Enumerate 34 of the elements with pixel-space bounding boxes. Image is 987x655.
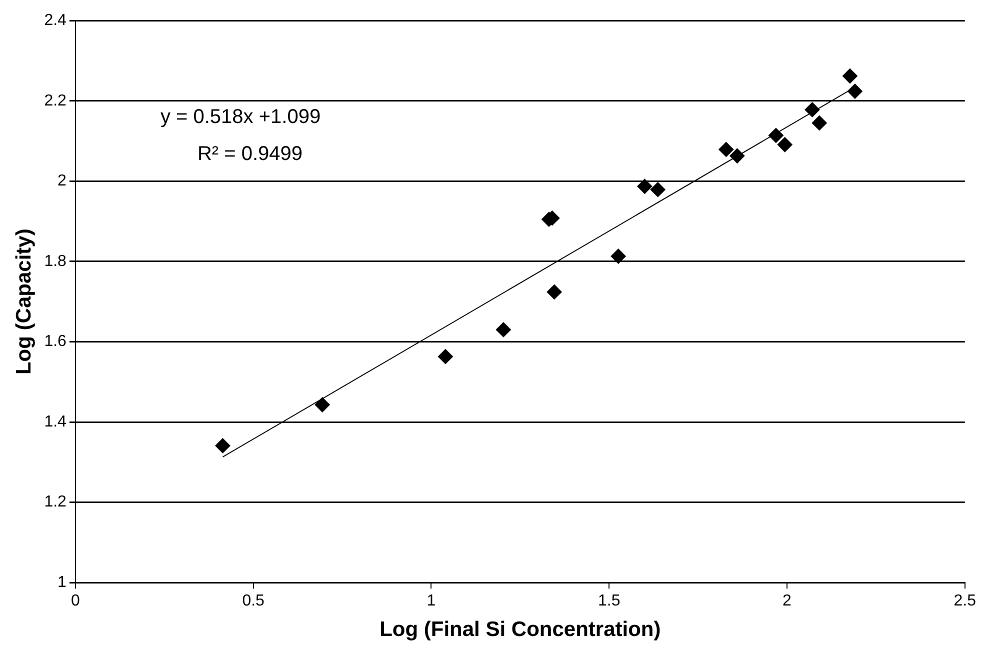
x-tick-label: 1.5 — [598, 592, 620, 610]
x-tick-label: 0 — [70, 592, 80, 610]
y-tick-label: 1.4 — [44, 413, 67, 430]
x-tick-label: 2 — [782, 592, 792, 610]
point — [314, 397, 330, 412]
x-axis-title: Log (Final Si Concentration) — [380, 618, 661, 642]
point — [215, 438, 230, 454]
point — [777, 137, 792, 152]
point — [804, 102, 820, 118]
point — [842, 68, 858, 84]
y-axis-title: Log (Capacity) — [12, 228, 36, 375]
point — [610, 248, 626, 264]
point — [847, 84, 862, 99]
annotation: y = 0.518x +1.099 — [160, 106, 321, 128]
point — [768, 128, 784, 143]
y-tick-label: 1.2 — [44, 494, 67, 511]
point — [637, 178, 652, 194]
y-tick-label: 2.4 — [44, 12, 67, 30]
point — [650, 182, 666, 198]
point — [438, 349, 453, 364]
x-tick-label: 1 — [426, 592, 436, 610]
x-tick-label: 2.5 — [954, 592, 976, 610]
x-tick-label: 0.5 — [242, 592, 265, 610]
y-tick-label: 1 — [58, 574, 67, 592]
point — [812, 115, 827, 130]
point — [546, 284, 562, 300]
point — [718, 142, 734, 157]
point — [496, 322, 511, 338]
y-tick-label: 1.6 — [44, 333, 67, 350]
point — [730, 148, 745, 164]
y-tick-label: 2.2 — [44, 92, 67, 110]
y-tick-label: 2 — [58, 172, 67, 190]
y-tick-label: 1.8 — [44, 252, 67, 270]
annotation: R² = 0.9499 — [197, 143, 303, 166]
